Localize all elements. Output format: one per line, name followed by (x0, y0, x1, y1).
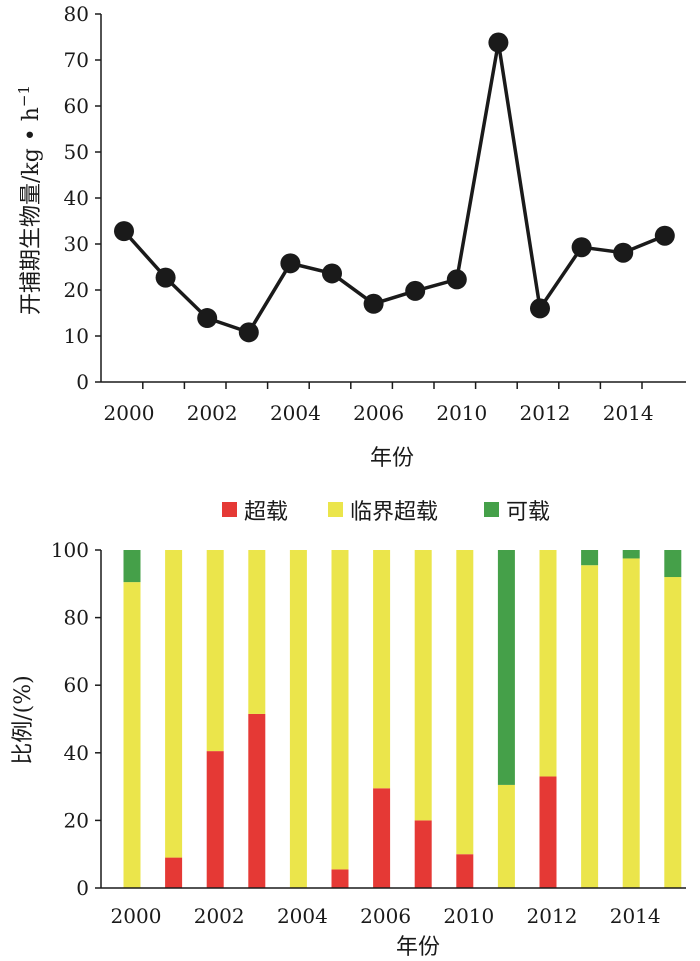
top-y-tick-label: 70 (64, 48, 89, 72)
legend: 超载 临界超载 可载 (222, 500, 550, 525)
biomass-point (530, 298, 550, 319)
bar-segment (622, 550, 640, 559)
top-x-tick-label: 2004 (270, 401, 321, 425)
biomass-point (488, 32, 509, 53)
biomass-point (322, 263, 342, 284)
biomass-points (114, 32, 675, 343)
bottom-x-tick-label: 2010 (443, 904, 494, 928)
top-y-tick-label: 60 (64, 94, 89, 118)
top-y-tick-label: 80 (64, 2, 89, 26)
bar-segment (497, 784, 515, 888)
bottom-y-tick-label: 0 (76, 876, 89, 900)
bar-segment (289, 550, 307, 888)
bar-segment (206, 751, 224, 888)
bar-segment (539, 550, 557, 777)
top-y-axis-title: 开捕期生物量/kg • h−1 (15, 85, 44, 315)
biomass-series-line (122, 42, 666, 335)
biomass-point (238, 322, 259, 343)
top-y-ticks: 0 10 20 30 40 50 60 70 80 (64, 2, 101, 394)
biomass-point (280, 253, 301, 274)
bar-segment (165, 857, 183, 888)
bottom-y-tick-label: 60 (64, 673, 89, 697)
bottom-y-tick-label: 80 (64, 606, 89, 630)
top-x-tick-label: 2012 (520, 401, 571, 425)
top-y-tick-label: 50 (64, 140, 89, 164)
bar-segment (414, 820, 432, 888)
bottom-y-tick-label: 40 (64, 741, 89, 765)
bar-segment (456, 854, 474, 888)
bar-segment (373, 550, 391, 789)
top-x-ticks: 2000 2002 2004 2006 2010 2012 2014 (104, 382, 654, 425)
bottom-y-axis-title: 比例/(%) (11, 675, 36, 764)
legend-swatch (484, 502, 499, 517)
top-x-axis-title: 年份 (370, 446, 414, 471)
biomass-point (405, 280, 426, 301)
bar-segment (539, 776, 557, 888)
bottom-x-axis-title: 年份 (396, 935, 440, 960)
bar-segment (622, 558, 640, 888)
bar-segment (664, 550, 682, 578)
biomass-point (363, 293, 384, 314)
biomass-point (654, 225, 675, 246)
bottom-y-tick-label: 20 (64, 808, 89, 832)
bar-segment (414, 550, 432, 821)
top-x-tick-label: 2000 (104, 401, 155, 425)
top-y-tick-label: 10 (64, 324, 89, 348)
bottom-x-tick-label: 2014 (610, 904, 661, 928)
top-y-tick-label: 20 (64, 278, 89, 302)
bottom-x-tick-label: 2006 (360, 904, 411, 928)
bottom-x-tick-label: 2004 (277, 904, 328, 928)
bar-segment (331, 869, 349, 888)
bar-segment (581, 565, 599, 888)
bar-segment (165, 550, 183, 858)
legend-label: 超载 (244, 500, 288, 525)
bottom-x-ticks: 2000 2002 2004 2006 2010 2012 2014 (111, 904, 661, 928)
legend-swatch (328, 502, 343, 517)
legend-label: 可载 (506, 500, 550, 525)
bottom-x-tick-label: 2002 (194, 904, 245, 928)
top-x-tick-label: 2010 (436, 401, 487, 425)
bar-segment (497, 550, 515, 785)
biomass-point (197, 308, 218, 329)
legend-swatch (222, 502, 237, 517)
bar-segment (123, 582, 141, 888)
bar-segment (206, 550, 224, 752)
biomass-point (613, 242, 634, 263)
top-y-tick-label: 0 (76, 370, 89, 394)
bottom-y-tick-label: 100 (51, 538, 89, 562)
bar-segment (248, 713, 266, 888)
top-y-tick-label: 40 (64, 186, 89, 210)
bar-segment (248, 550, 266, 714)
biomass-point (446, 269, 467, 290)
biomass-point (114, 221, 134, 242)
bottom-y-ticks: 0 20 40 60 80 100 (51, 538, 101, 900)
bar-segment (581, 550, 599, 566)
biomass-point (571, 237, 592, 258)
proportion-stacked-bar-chart: 0 20 40 60 80 100 2000 2002 2004 2006 2010 2012 201… (11, 538, 686, 960)
bar-segment (331, 550, 349, 870)
top-x-tick-label: 2006 (353, 401, 404, 425)
top-x-tick-label: 2002 (187, 401, 238, 425)
bar-segment (456, 550, 474, 855)
top-x-tick-label: 2014 (603, 401, 654, 425)
bottom-x-tick-label: 2000 (111, 904, 162, 928)
bar-segment (123, 550, 141, 583)
bar-segment (373, 788, 391, 888)
stacked-bars (123, 550, 682, 888)
bar-segment (664, 577, 682, 888)
legend-label: 临界超载 (350, 500, 438, 525)
top-y-tick-label: 30 (64, 232, 89, 256)
biomass-point (155, 267, 176, 288)
bottom-x-tick-label: 2012 (527, 904, 578, 928)
